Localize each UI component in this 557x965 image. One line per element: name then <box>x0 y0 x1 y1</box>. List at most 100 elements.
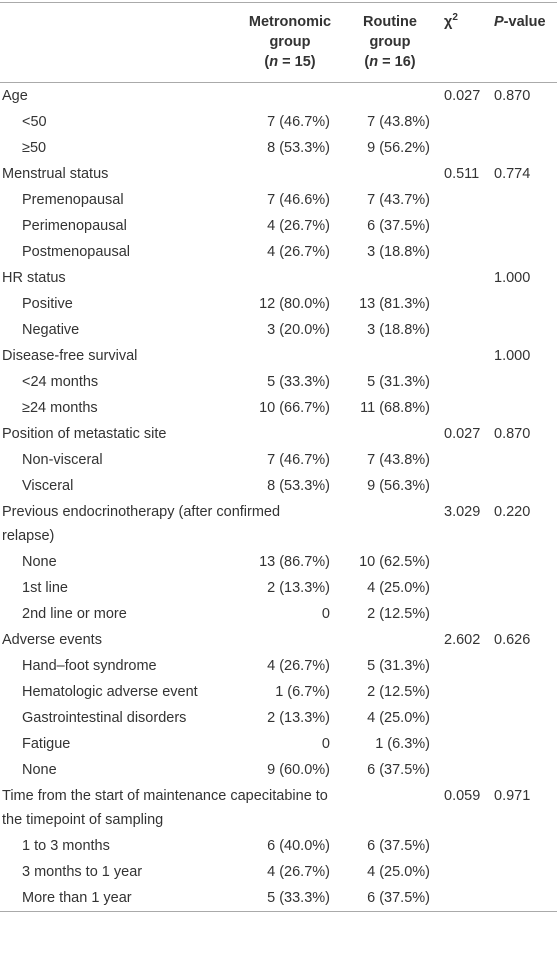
item-row: 1st line 2 (13.3%) 4 (25.0%) <box>0 575 557 601</box>
item-label: Hand–foot syndrome <box>22 658 157 674</box>
chi-value: 2.602 <box>444 632 481 648</box>
header-text: 2 <box>452 12 458 24</box>
item-row: Premenopausal 7 (46.6%) 7 (43.7%) <box>0 187 557 213</box>
metronomic-value: 7 (46.6%) <box>267 192 330 208</box>
empty-cell <box>490 239 557 265</box>
empty-cell <box>490 187 557 213</box>
metronomic-value: 12 (80.0%) <box>259 296 330 312</box>
group-cell: Disease-free survival <box>0 343 440 369</box>
item-label: 1st line <box>22 580 68 596</box>
routine-value: 9 (56.2%) <box>367 140 430 156</box>
item-row: More than 1 year 5 (33.3%) 6 (37.5%) <box>0 885 557 912</box>
item-label: 1 to 3 months <box>22 838 110 854</box>
item-row: 3 months to 1 year 4 (26.7%) 4 (25.0%) <box>0 859 557 885</box>
empty-cell <box>490 679 557 705</box>
item-row: Gastrointestinal disorders 2 (13.3%) 4 (25… <box>0 705 557 731</box>
routine-value: 6 (37.5%) <box>367 838 430 854</box>
group-label: Previous endocrinotherapy (after confirm… <box>2 504 281 544</box>
routine-value: 1 (6.3%) <box>375 736 430 752</box>
routine-value: 4 (25.0%) <box>367 710 430 726</box>
routine-value: 6 (37.5%) <box>367 890 430 906</box>
routine-header: Routine group (n = 16) <box>340 2 440 83</box>
chi-value <box>440 343 490 369</box>
chi-value: 0.027 <box>444 426 481 442</box>
item-label: <24 months <box>22 374 99 390</box>
empty-cell <box>440 187 490 213</box>
empty-cell <box>440 317 490 343</box>
header-text: ( <box>364 54 370 70</box>
item-label: <50 <box>22 114 47 130</box>
group-label: Menstrual status <box>2 166 109 182</box>
empty-cell <box>490 833 557 859</box>
item-row: Perimenopausal 4 (26.7%) 6 (37.5%) <box>0 213 557 239</box>
group-cell: Time from the start of maintenance capec… <box>0 783 440 833</box>
empty-cell <box>440 549 490 575</box>
group-row: Time from the start of maintenance capec… <box>0 783 557 833</box>
empty-cell <box>440 239 490 265</box>
header-row: Metronomic group (n = 15) Routine group (n =… <box>0 2 557 83</box>
chi-header: χ2 <box>440 2 490 83</box>
group-label: Time from the start of maintenance capec… <box>2 788 328 828</box>
routine-value: 3 (18.8%) <box>367 244 430 260</box>
chi-value <box>440 265 490 291</box>
empty-cell <box>490 213 557 239</box>
routine-value: 5 (31.3%) <box>367 658 430 674</box>
empty-cell <box>440 473 490 499</box>
item-label: 2nd line or more <box>22 606 127 622</box>
empty-cell <box>440 653 490 679</box>
empty-cell <box>490 653 557 679</box>
chi-value: 0.027 <box>444 88 481 104</box>
metronomic-value: 9 (60.0%) <box>267 762 330 778</box>
empty-cell <box>440 731 490 757</box>
routine-value: 6 (37.5%) <box>367 218 430 234</box>
header-text: -value <box>503 14 546 30</box>
item-label: Visceral <box>22 478 74 494</box>
empty-cell <box>440 135 490 161</box>
empty-cell <box>490 317 557 343</box>
routine-value: 7 (43.8%) <box>367 114 430 130</box>
metronomic-value: 7 (46.7%) <box>267 114 330 130</box>
item-row: Postmenopausal 4 (26.7%) 3 (18.8%) <box>0 239 557 265</box>
item-row: 1 to 3 months 6 (40.0%) 6 (37.5%) <box>0 833 557 859</box>
p-header: P-value <box>490 2 557 83</box>
empty-cell <box>440 109 490 135</box>
item-row: 2nd line or more 0 2 (12.5%) <box>0 601 557 627</box>
item-row: ≥50 8 (53.3%) 9 (56.2%) <box>0 135 557 161</box>
empty-cell <box>490 291 557 317</box>
metronomic-value: 7 (46.7%) <box>267 452 330 468</box>
metronomic-value: 4 (26.7%) <box>267 244 330 260</box>
routine-value: 2 (12.5%) <box>367 684 430 700</box>
item-label: Gastrointestinal disorders <box>22 710 187 726</box>
item-row: <24 months 5 (33.3%) 5 (31.3%) <box>0 369 557 395</box>
group-row: Previous endocrinotherapy (after confirm… <box>0 499 557 549</box>
item-label: More than 1 year <box>22 890 132 906</box>
routine-value: 7 (43.8%) <box>367 452 430 468</box>
metronomic-value: 4 (26.7%) <box>267 218 330 234</box>
empty-cell <box>440 395 490 421</box>
metronomic-value: 8 (53.3%) <box>267 478 330 494</box>
metronomic-value: 5 (33.3%) <box>267 374 330 390</box>
empty-cell <box>440 291 490 317</box>
routine-value: 6 (37.5%) <box>367 762 430 778</box>
empty-cell <box>440 833 490 859</box>
item-row: <50 7 (46.7%) 7 (43.8%) <box>0 109 557 135</box>
p-value: 0.220 <box>494 504 531 520</box>
empty-cell <box>440 705 490 731</box>
metronomic-value: 10 (66.7%) <box>259 400 330 416</box>
item-row: Hand–foot syndrome 4 (26.7%) 5 (31.3%) <box>0 653 557 679</box>
empty-cell <box>490 757 557 783</box>
routine-value: 3 (18.8%) <box>367 322 430 338</box>
p-value: 1.000 <box>494 270 531 286</box>
data-table: Metronomic group (n = 15) Routine group (n =… <box>0 2 557 912</box>
empty-cell <box>490 395 557 421</box>
empty-cell <box>490 109 557 135</box>
header-text: = 16) <box>378 54 416 70</box>
header-text: Routine <box>363 14 417 30</box>
routine-value: 9 (56.3%) <box>367 478 430 494</box>
item-row: Hematologic adverse event 1 (6.7%) 2 (12.5… <box>0 679 557 705</box>
empty-cell <box>440 885 490 912</box>
empty-cell <box>490 731 557 757</box>
p-value: 0.870 <box>494 88 531 104</box>
empty-cell <box>440 369 490 395</box>
chi-value: 3.029 <box>444 504 481 520</box>
